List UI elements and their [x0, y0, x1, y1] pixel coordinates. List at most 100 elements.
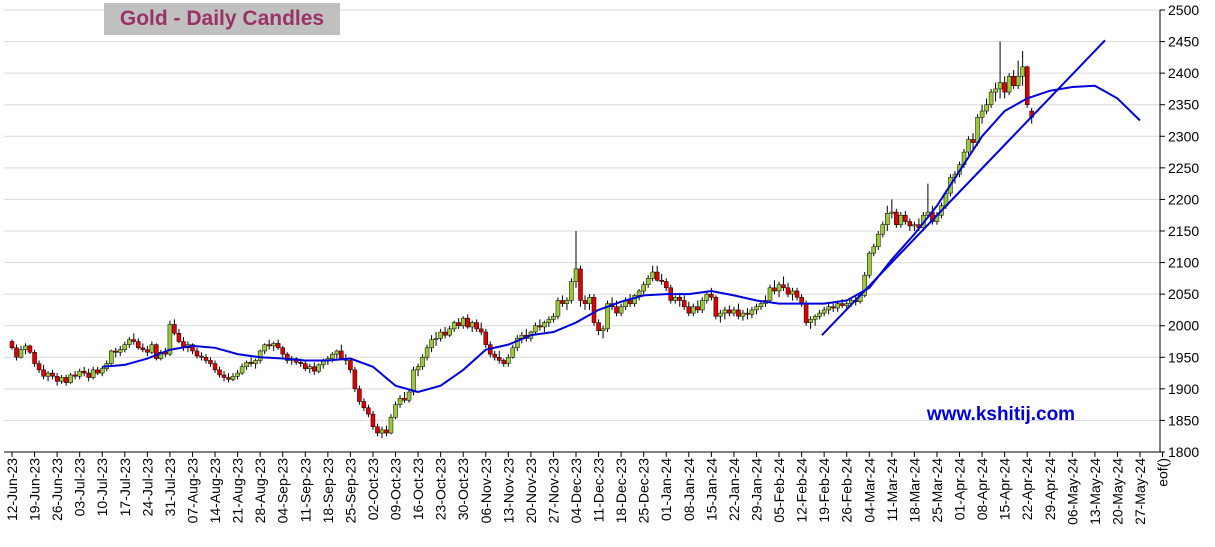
candle-body — [1002, 82, 1007, 93]
candle-body — [384, 429, 389, 434]
candle-body — [659, 280, 664, 282]
candle-body — [1011, 76, 1016, 87]
candle-body — [772, 287, 777, 292]
candle-body — [871, 246, 877, 254]
x-tick-label: 12-Feb-24 — [794, 458, 810, 523]
x-tick-label: 22-Jan-24 — [726, 458, 742, 521]
candle-body — [672, 297, 678, 301]
candle-body — [307, 366, 313, 369]
candle-body — [122, 344, 128, 350]
candle-body — [99, 368, 105, 374]
y-tick-label: 2300 — [1168, 128, 1199, 144]
candle-body — [663, 281, 669, 289]
x-tick-label: 20-Nov-23 — [523, 458, 539, 524]
candle-body — [803, 303, 809, 323]
x-tick-label: 18-Dec-23 — [613, 458, 629, 524]
candle-body — [1024, 66, 1030, 105]
candle-body — [460, 317, 466, 326]
candle-body — [736, 309, 741, 317]
candle-body — [361, 401, 367, 409]
y-tick-label: 1950 — [1168, 349, 1199, 365]
candle-body — [722, 309, 728, 314]
candle-body — [77, 370, 82, 377]
candle-body — [555, 300, 561, 317]
candle-body — [312, 366, 317, 372]
candle-body — [32, 351, 37, 364]
x-tick-label: 10-Jul-23 — [94, 458, 110, 517]
candle-body — [429, 339, 434, 349]
candle-body — [469, 322, 475, 328]
candle-body — [862, 274, 867, 296]
candle-body — [636, 290, 642, 296]
x-tick-label: 31-Jul-23 — [162, 458, 178, 517]
candle-body — [839, 303, 845, 306]
candle-body — [465, 317, 470, 328]
candle-body — [253, 360, 258, 364]
candle-body — [975, 117, 980, 143]
x-tick-label: 28-Aug-23 — [252, 458, 268, 524]
candle-body — [578, 268, 583, 301]
candle-body — [9, 341, 15, 349]
candle-body — [370, 413, 376, 427]
candle-body — [533, 325, 538, 333]
x-tick-label: 15-Jan-24 — [703, 458, 719, 521]
candle-body — [867, 252, 872, 276]
x-tick-label: 05-Feb-24 — [771, 458, 787, 523]
x-tick-label: 23-Oct-23 — [433, 458, 449, 520]
candle-body — [885, 213, 890, 225]
y-tick-label: 1900 — [1168, 381, 1199, 397]
title-box — [104, 3, 340, 35]
candle-body — [713, 297, 719, 317]
x-tick-label: 01-Apr-24 — [952, 458, 968, 520]
candle-body — [966, 139, 971, 153]
candle-body — [650, 271, 655, 279]
candle-body — [334, 350, 340, 355]
candle-body — [645, 278, 651, 285]
candle-body — [456, 322, 461, 326]
candle-body — [72, 374, 78, 377]
candle-body — [41, 369, 46, 377]
y-tick-label: 2200 — [1168, 191, 1199, 207]
candle-body — [573, 268, 579, 282]
candle-body — [190, 344, 195, 352]
candle-body — [284, 353, 290, 361]
candle-body — [172, 324, 177, 334]
candle-body — [36, 363, 42, 371]
x-tick-label: 25-Mar-24 — [929, 458, 945, 523]
candle-body — [654, 271, 660, 281]
candle-body — [641, 284, 646, 292]
x-tick-label: 04-Mar-24 — [861, 458, 877, 523]
candle-body — [131, 339, 137, 342]
x-tick-label: 26-Feb-24 — [839, 458, 855, 523]
x-tick-label: 08-Apr-24 — [974, 458, 990, 520]
candle-body — [86, 372, 91, 378]
x-tick-label: 25-Dec-23 — [636, 458, 652, 524]
candle-body — [375, 426, 380, 434]
candle-body — [474, 322, 479, 330]
y-tick-label: 2400 — [1168, 65, 1199, 81]
candle-body — [45, 372, 51, 377]
candle-body — [483, 331, 489, 345]
candle-body — [903, 214, 908, 222]
y-tick-label: 2500 — [1168, 2, 1199, 18]
candle-body — [898, 214, 904, 225]
candle-body — [230, 375, 236, 380]
y-tick-label: 2050 — [1168, 286, 1199, 302]
x-tick-label: 30-Oct-23 — [455, 458, 471, 520]
candle-body — [591, 297, 597, 323]
candle-body — [433, 338, 439, 340]
chart-title: Gold - Daily Candles — [120, 7, 324, 30]
candle-body — [113, 350, 118, 353]
candle-body — [154, 344, 159, 359]
candle-body — [14, 347, 19, 358]
candle-body — [569, 281, 574, 301]
candle-body — [551, 315, 556, 320]
x-tick-label: 11-Sep-23 — [297, 458, 313, 523]
candle-body — [108, 350, 114, 364]
candle-body — [415, 366, 421, 371]
candle-body — [695, 306, 701, 311]
candle-body — [691, 306, 696, 314]
candle-body — [248, 362, 254, 364]
candle-body — [221, 374, 227, 378]
